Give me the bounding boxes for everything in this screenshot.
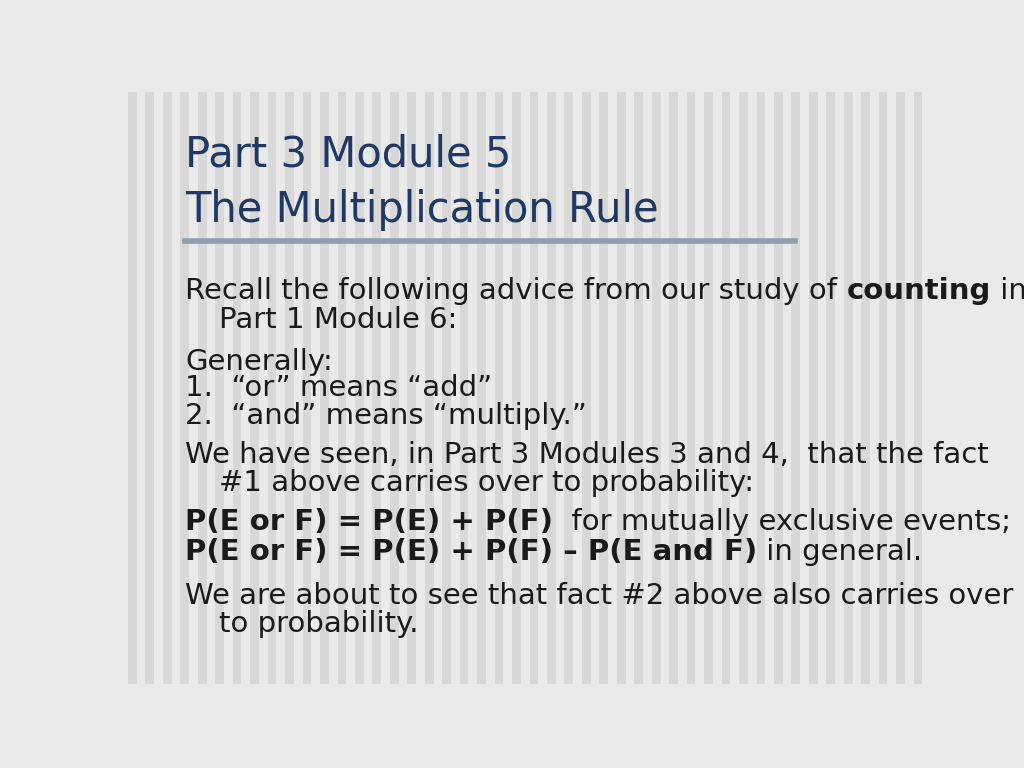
Bar (774, 92, 782, 684)
Text: in general.: in general. (758, 538, 923, 566)
Text: for mutually exclusive events;: for mutually exclusive events; (553, 508, 1011, 537)
Bar (460, 92, 468, 684)
Bar (495, 92, 504, 684)
Bar (651, 92, 660, 684)
Bar (198, 92, 207, 684)
Text: counting: counting (847, 276, 991, 305)
Text: P(E or F) = P(E) + P(F): P(E or F) = P(E) + P(F) (185, 508, 553, 537)
Bar (163, 92, 172, 684)
Bar (616, 92, 626, 684)
Bar (913, 92, 923, 684)
Bar (792, 92, 800, 684)
Bar (321, 92, 329, 684)
Bar (285, 92, 294, 684)
Bar (809, 92, 817, 684)
Bar (408, 92, 416, 684)
Bar (861, 92, 870, 684)
Bar (250, 92, 259, 684)
Bar (232, 92, 242, 684)
Bar (338, 92, 346, 684)
Bar (739, 92, 748, 684)
Text: We are about to see that fact #2 above also carries over: We are about to see that fact #2 above a… (185, 582, 1014, 610)
Bar (425, 92, 433, 684)
Bar (390, 92, 398, 684)
Bar (512, 92, 521, 684)
Text: in: in (991, 276, 1024, 305)
Text: Recall the following advice from our study of: Recall the following advice from our stu… (185, 276, 847, 305)
Bar (267, 92, 276, 684)
Bar (564, 92, 573, 684)
Bar (705, 92, 713, 684)
Bar (477, 92, 486, 684)
Bar (180, 92, 189, 684)
Bar (844, 92, 853, 684)
Text: Part 3 Module 5: Part 3 Module 5 (185, 134, 512, 175)
Bar (215, 92, 224, 684)
Bar (826, 92, 836, 684)
Bar (896, 92, 905, 684)
Text: #1 above carries over to probability:: #1 above carries over to probability: (219, 469, 755, 498)
Text: 1.  “or” means “add”: 1. “or” means “add” (185, 374, 493, 402)
Bar (634, 92, 643, 684)
Text: 2.  “and” means “multiply.”: 2. “and” means “multiply.” (185, 402, 587, 430)
Text: to probability.: to probability. (219, 611, 419, 638)
Bar (128, 92, 137, 684)
Bar (303, 92, 311, 684)
Bar (687, 92, 695, 684)
Bar (442, 92, 451, 684)
Bar (582, 92, 591, 684)
Bar (670, 92, 678, 684)
Text: P(E or F) = P(E) + P(F) – P(E and F): P(E or F) = P(E) + P(F) – P(E and F) (185, 538, 758, 566)
Bar (373, 92, 381, 684)
Bar (722, 92, 730, 684)
Bar (547, 92, 556, 684)
Text: The Multiplication Rule: The Multiplication Rule (185, 190, 658, 231)
Bar (355, 92, 364, 684)
Text: Generally:: Generally: (185, 348, 333, 376)
Bar (529, 92, 539, 684)
Bar (145, 92, 155, 684)
Bar (599, 92, 608, 684)
Bar (879, 92, 888, 684)
Text: Part 1 Module 6:: Part 1 Module 6: (219, 306, 458, 334)
Text: We have seen, in Part 3 Modules 3 and 4,  that the fact: We have seen, in Part 3 Modules 3 and 4,… (185, 441, 989, 469)
Bar (757, 92, 765, 684)
